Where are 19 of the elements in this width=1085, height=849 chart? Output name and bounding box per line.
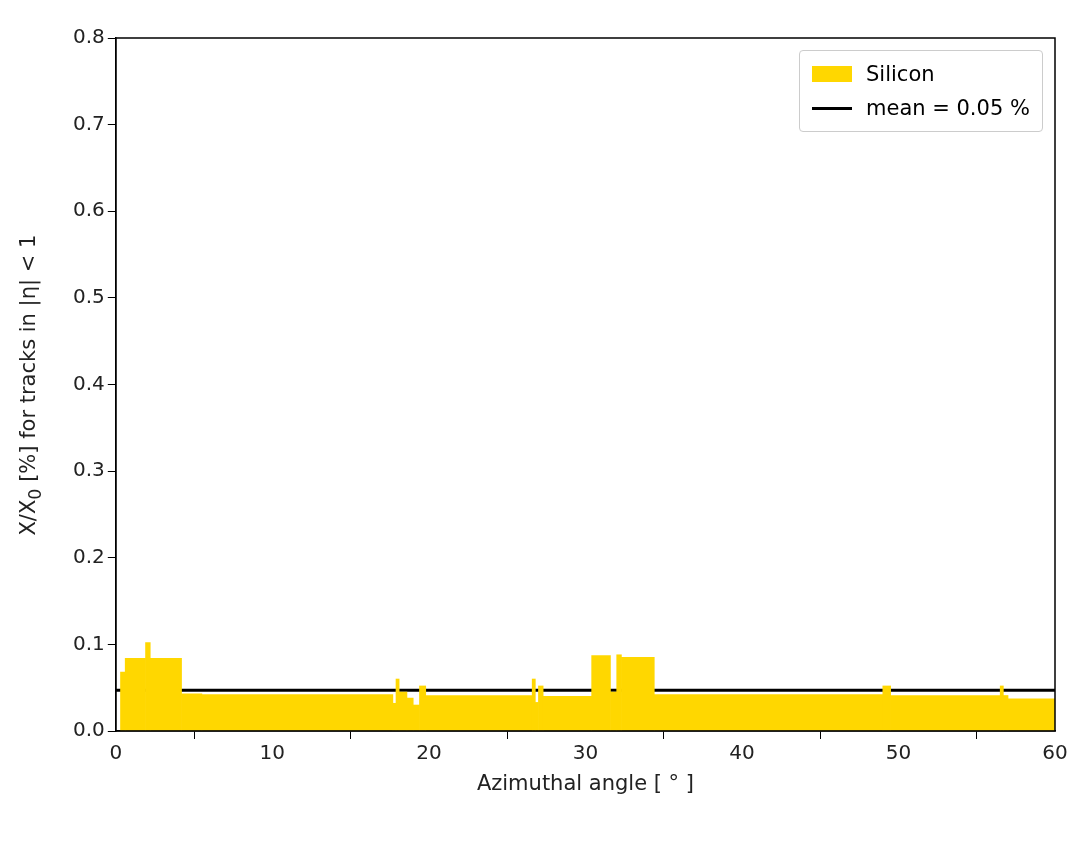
x-tick-label: 30 bbox=[572, 740, 599, 765]
x-axis-title: Azimuthal angle [ ° ] bbox=[476, 771, 694, 795]
x-tick-label: 20 bbox=[416, 740, 442, 765]
y-tick-label: 0.3 bbox=[72, 457, 105, 482]
x-tick-label: 40 bbox=[729, 740, 755, 765]
legend-label: Silicon bbox=[866, 62, 935, 86]
legend-label: mean = 0.05 % bbox=[866, 96, 1030, 120]
y-tick-label: 0.0 bbox=[72, 717, 105, 742]
x-tick-label: 10 bbox=[259, 740, 286, 765]
x-tick-label: 0 bbox=[109, 740, 123, 765]
x-tick-label: 60 bbox=[1042, 740, 1068, 765]
y-tick-label: 0.1 bbox=[72, 630, 105, 655]
y-tick-label: 0.5 bbox=[72, 284, 105, 309]
y-tick-label: 0.2 bbox=[72, 543, 105, 568]
y-tick-label: 0.4 bbox=[72, 370, 105, 395]
y-tick-label: 0.6 bbox=[72, 197, 105, 222]
y-tick-label: 0.8 bbox=[72, 24, 105, 49]
x-tick-label: 50 bbox=[885, 740, 912, 765]
y-tick-label: 0.7 bbox=[72, 110, 105, 135]
